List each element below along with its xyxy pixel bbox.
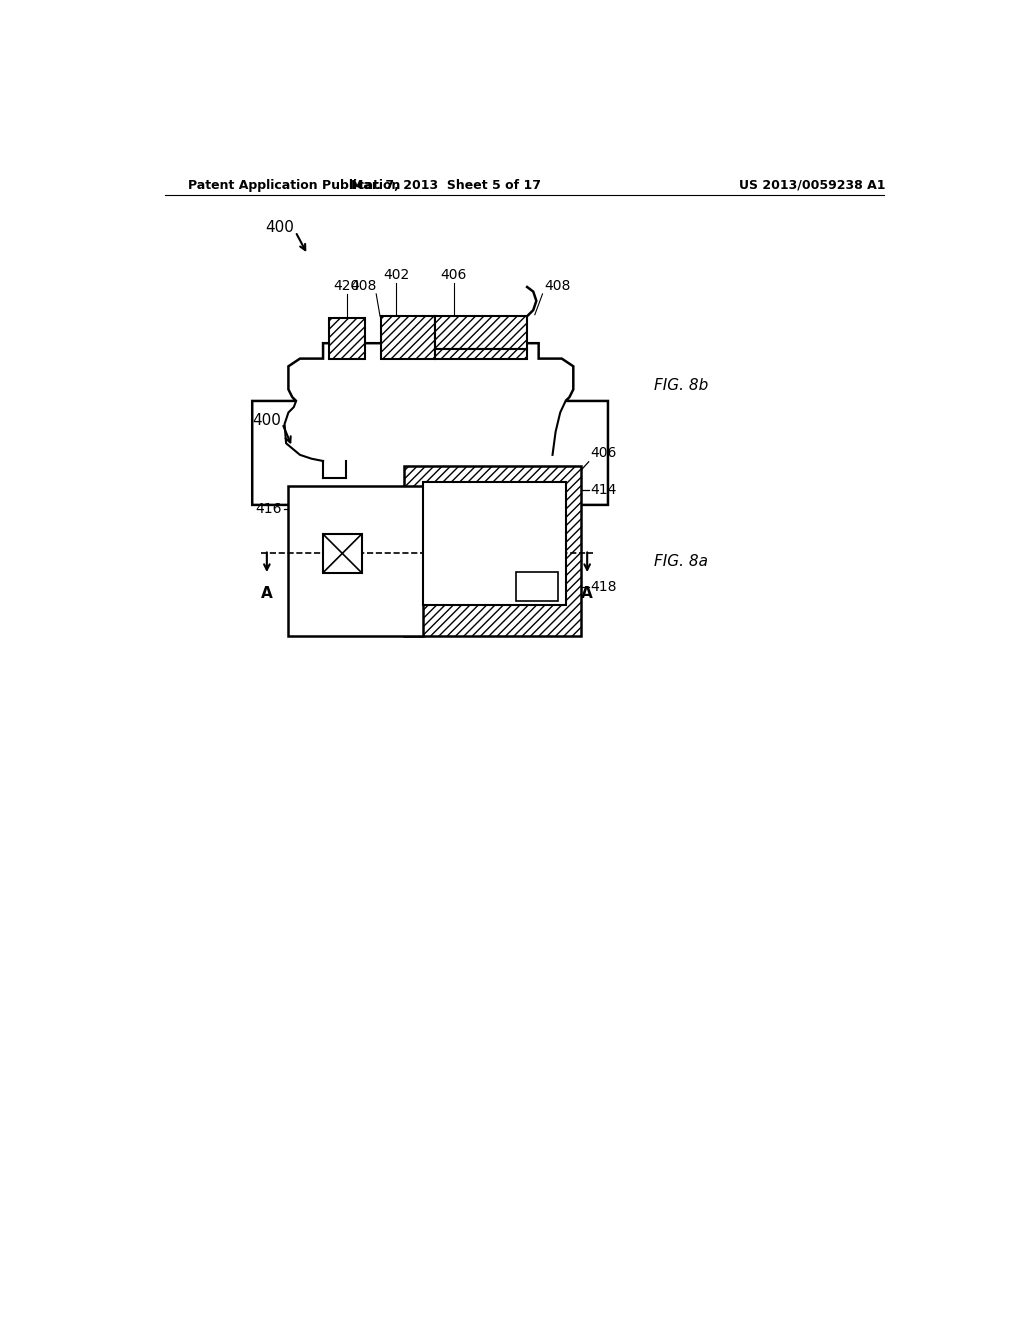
Text: Mar. 7, 2013  Sheet 5 of 17: Mar. 7, 2013 Sheet 5 of 17: [351, 178, 542, 191]
Bar: [330, 318, 366, 359]
Bar: [289, 486, 423, 636]
Text: A: A: [582, 586, 593, 601]
Text: 408: 408: [544, 279, 570, 293]
Text: 420: 420: [334, 279, 360, 293]
Text: FIG. 8a: FIG. 8a: [654, 553, 709, 569]
Text: 404: 404: [454, 490, 480, 504]
Bar: [323, 535, 361, 573]
Text: Patent Application Publication: Patent Application Publication: [188, 178, 400, 191]
Text: FIG. 8b: FIG. 8b: [654, 378, 709, 393]
Text: 400: 400: [253, 413, 282, 428]
Text: 406: 406: [590, 446, 616, 461]
Text: 412: 412: [348, 490, 374, 504]
Text: A: A: [261, 586, 272, 601]
Text: 420: 420: [329, 595, 355, 610]
Bar: [435, 317, 527, 350]
Text: 400: 400: [265, 220, 295, 235]
Text: 406: 406: [440, 268, 467, 281]
Text: US 2013/0059238 A1: US 2013/0059238 A1: [739, 178, 886, 191]
Text: 418: 418: [590, 579, 616, 594]
Text: 414: 414: [590, 483, 616, 496]
Bar: [423, 482, 565, 605]
Text: 410: 410: [293, 490, 319, 504]
Polygon shape: [252, 343, 608, 506]
Bar: [381, 317, 435, 359]
Bar: [403, 466, 581, 636]
Text: 416: 416: [256, 502, 283, 516]
Bar: [515, 572, 558, 601]
Bar: [435, 350, 527, 359]
Text: 408: 408: [350, 279, 377, 293]
Text: 402: 402: [383, 268, 410, 281]
